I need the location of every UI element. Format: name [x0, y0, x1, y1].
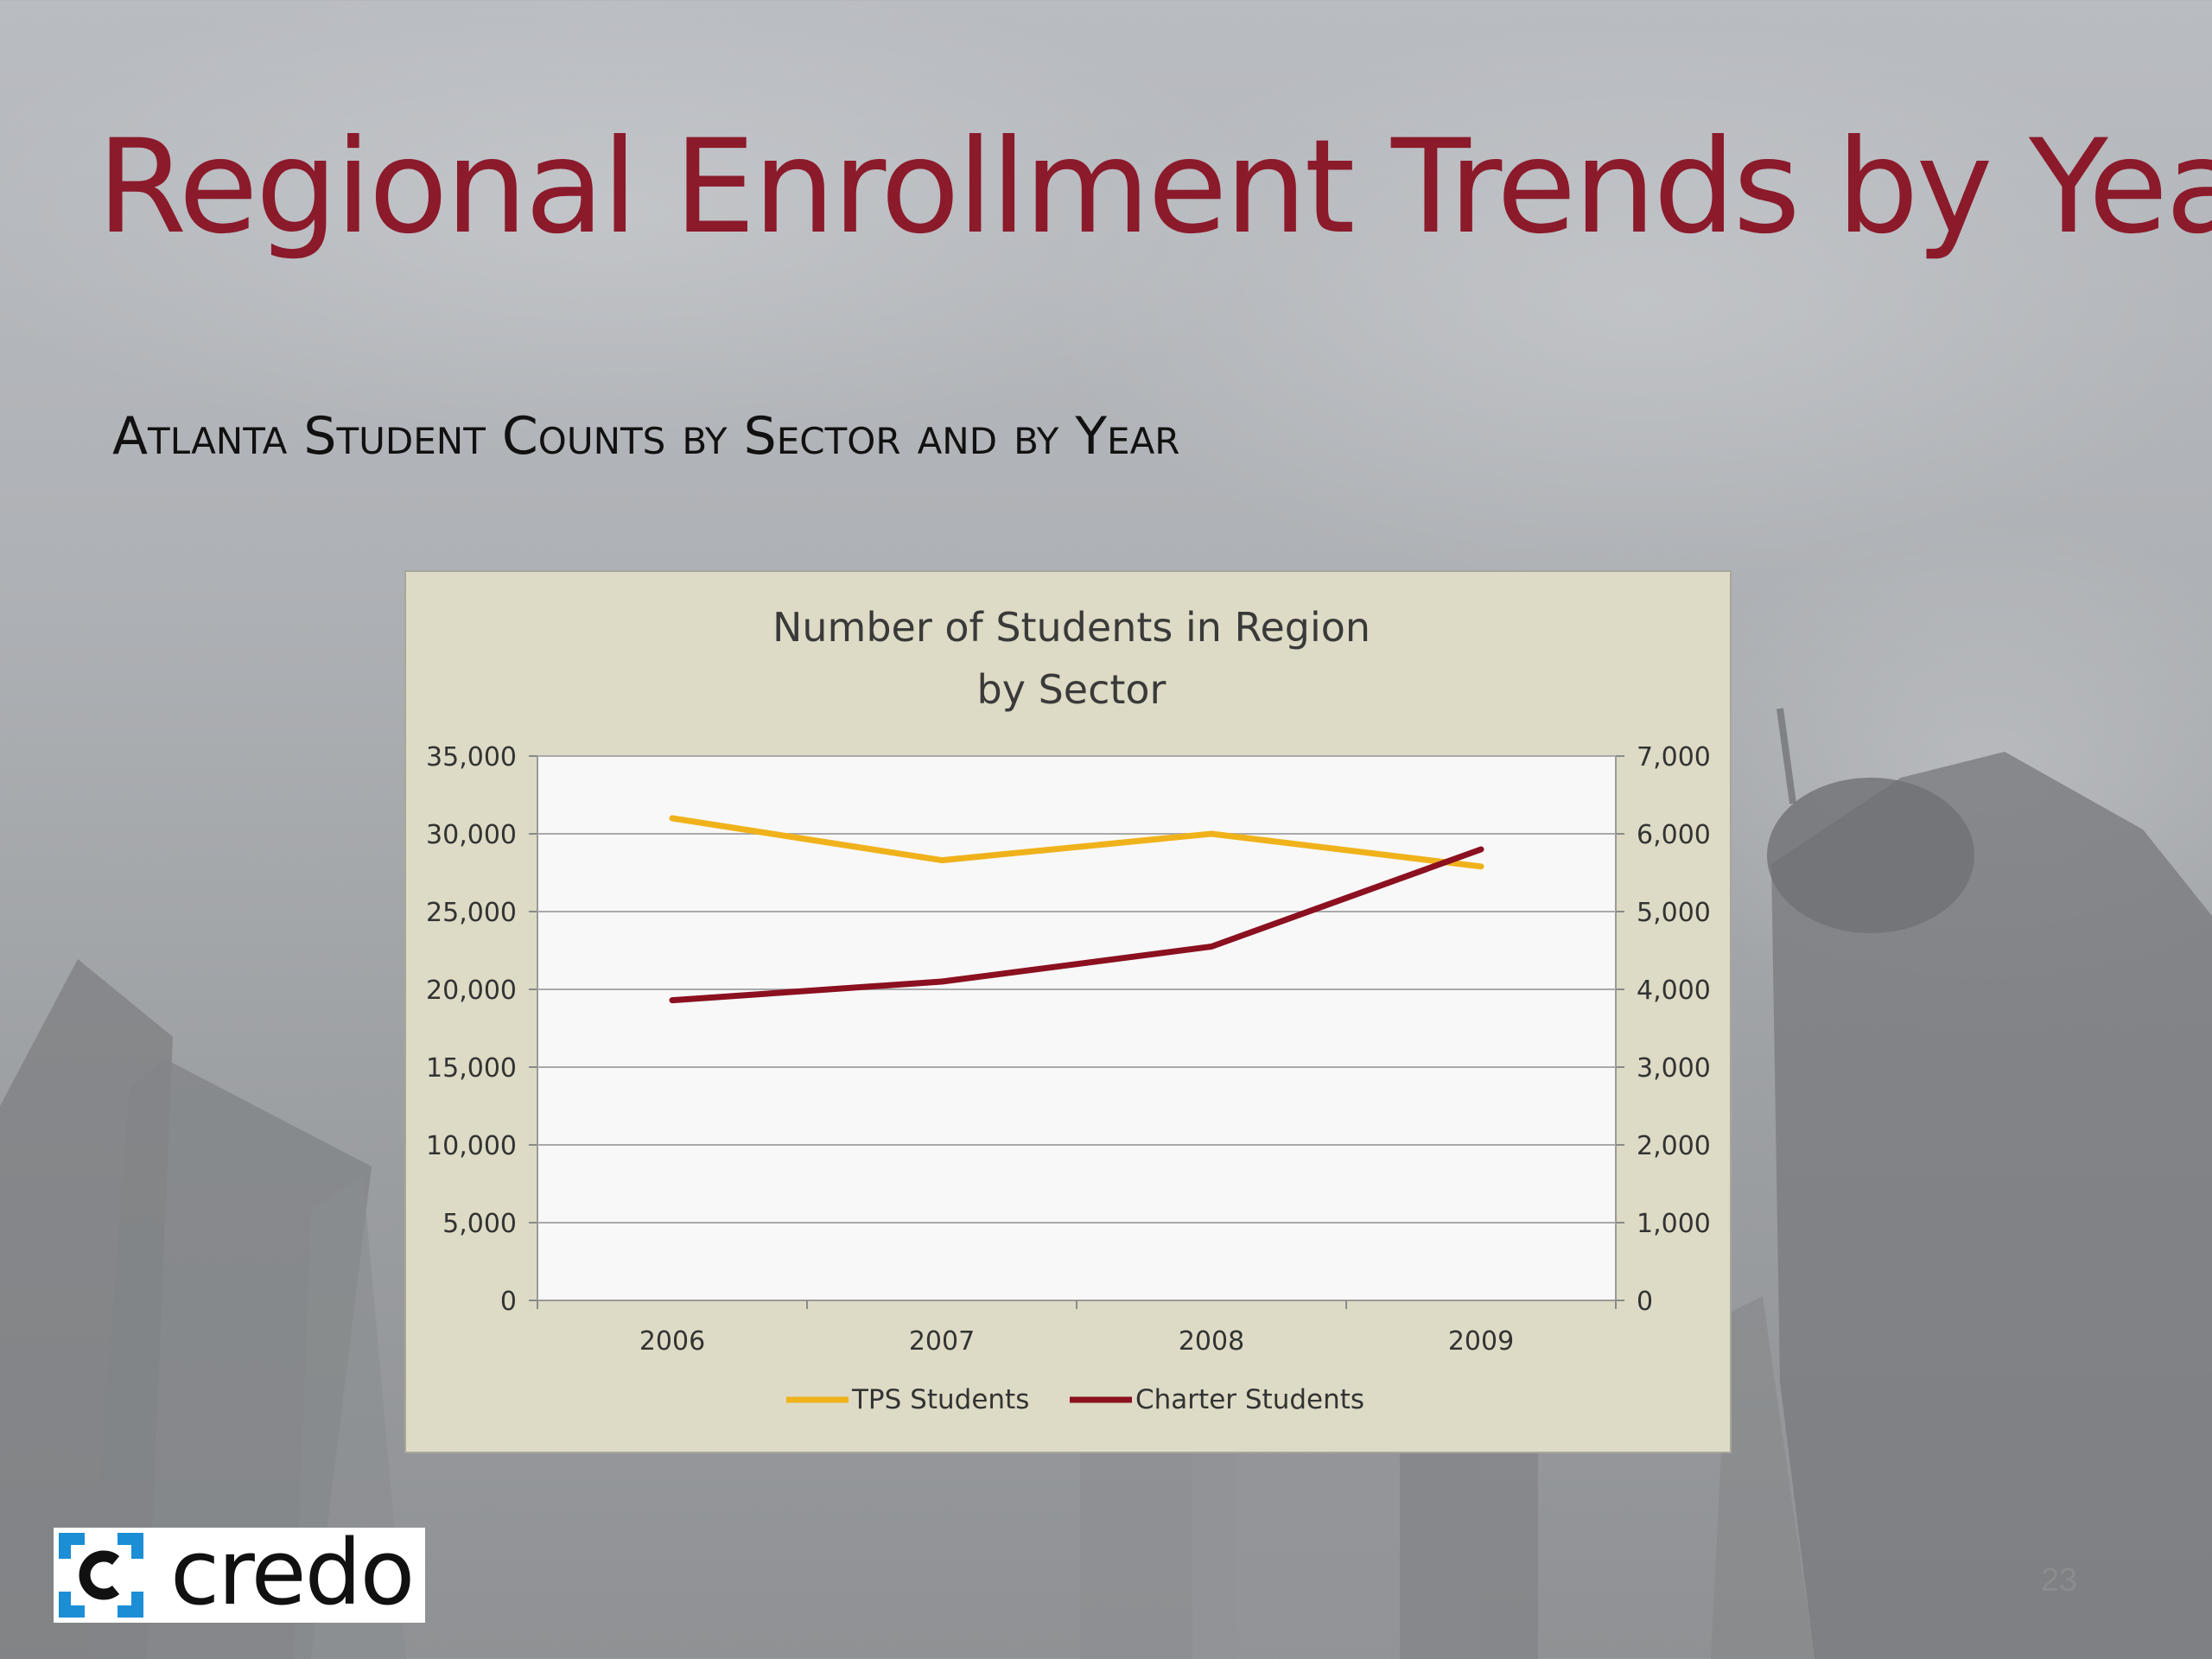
chart-container: Number of Students in Region by Sector 0…	[404, 570, 1732, 1453]
y-right-tick-label: 4,000	[1637, 976, 1711, 1006]
y-left-tick-label: 10,000	[426, 1131, 517, 1161]
x-tick-label: 2008	[1179, 1326, 1244, 1357]
slide-title: Regional Enrollment Trends by Year	[97, 112, 2212, 263]
y-right-tick-label: 6,000	[1637, 820, 1711, 850]
y-left-tick-label: 35,000	[426, 742, 517, 772]
x-tick-label: 2009	[1448, 1326, 1514, 1357]
slide-subtitle: Atlanta Student Counts by Sector and by …	[112, 406, 1180, 467]
y-left-tick-label: 15,000	[426, 1053, 517, 1084]
y-right-tick-label: 5,000	[1637, 898, 1711, 928]
series-line-charter-students	[669, 846, 1484, 1004]
y-right-tick-label: 3,000	[1637, 1053, 1711, 1084]
y-left-tick-label: 30,000	[426, 820, 517, 850]
legend-label: Charter Students	[1135, 1384, 1364, 1415]
credo-logo-mark-icon	[59, 1533, 143, 1618]
y-right-tick-label: 2,000	[1637, 1131, 1711, 1161]
series-line-tps-students	[669, 815, 1484, 870]
y-right-tick-label: 1,000	[1637, 1209, 1711, 1239]
y-left-tick-label: 20,000	[426, 976, 517, 1006]
y-left-tick-label: 25,000	[426, 898, 517, 928]
plot-area	[537, 755, 1617, 1301]
line-chart: Number of Students in Region by Sector 0…	[426, 604, 1711, 1415]
y-left-tick-label: 5,000	[442, 1209, 517, 1239]
chart-title-line-2: by Sector	[977, 666, 1166, 713]
page-number: 23	[2040, 1562, 2077, 1599]
chart-title-line-1: Number of Students in Region	[772, 604, 1370, 651]
logo-text: credo	[170, 1520, 415, 1625]
y-left-tick-label: 0	[500, 1287, 517, 1317]
y-right-tick-label: 7,000	[1637, 742, 1711, 772]
y-right-tick-label: 0	[1637, 1287, 1653, 1317]
x-tick-label: 2007	[909, 1326, 975, 1357]
x-tick-label: 2006	[639, 1326, 705, 1357]
legend-label: TPS Students	[851, 1384, 1029, 1415]
credo-logo: credo	[54, 1528, 425, 1623]
